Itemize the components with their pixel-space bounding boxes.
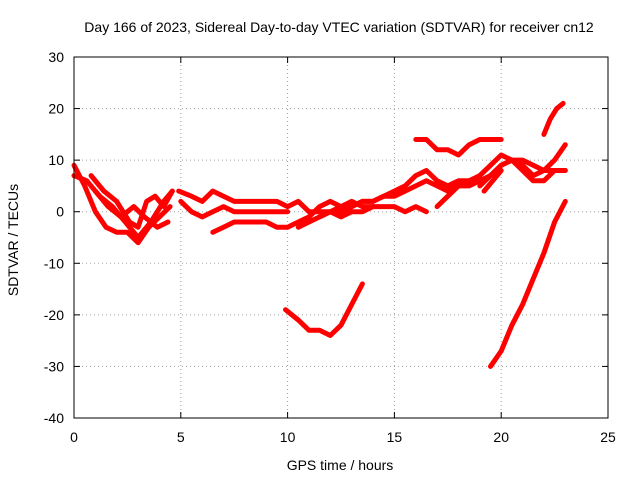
plot-frame [73, 56, 609, 419]
series-line-track-b [71, 173, 175, 240]
x-tick-label: 15 [387, 429, 403, 445]
series-line-track-q [488, 198, 568, 369]
y-tick-label: 10 [48, 152, 64, 168]
x-tick-label: 5 [177, 429, 185, 445]
series-line-track-m [477, 142, 568, 189]
series-line-track-k [413, 137, 504, 158]
series-line-track-a [71, 162, 173, 246]
x-tick-label: 20 [493, 429, 509, 445]
y-tick-label: -30 [44, 358, 64, 374]
series-line-track-g [210, 198, 355, 235]
x-tick-label: 10 [280, 429, 296, 445]
x-tick-label: 0 [70, 429, 78, 445]
y-tick-label: -10 [44, 255, 64, 271]
x-tick-label: 25 [600, 429, 616, 445]
series-line-track-f [178, 198, 291, 220]
x-axis-label: GPS time / hours [287, 457, 394, 473]
y-tick-label: 30 [48, 49, 64, 65]
grid [74, 57, 608, 418]
chart-title: Day 166 of 2023, Sidereal Day-to-day VTE… [84, 19, 594, 35]
y-tick-label: -20 [44, 307, 64, 323]
series-line-track-n [481, 168, 504, 194]
y-tick-label: -40 [44, 410, 64, 426]
series-line-track-j [338, 178, 472, 215]
y-tick-label: 0 [56, 204, 64, 220]
series-line-track-c [88, 173, 175, 230]
y-tick-label: 20 [48, 101, 64, 117]
y-axis-label: SDTVAR / TECUs [5, 184, 21, 296]
axis-ticks: 0 5 10 15 20 25 -40 -30 -20 -10 0 10 20 30 [44, 49, 616, 445]
series-line-track-o [541, 100, 566, 137]
series-layer [71, 100, 568, 369]
series-line-track-d [92, 188, 171, 230]
series-line-track-p [283, 281, 365, 338]
